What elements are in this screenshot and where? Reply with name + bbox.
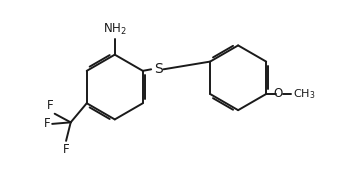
Text: NH$_2$: NH$_2$ bbox=[103, 22, 127, 37]
Text: F: F bbox=[63, 143, 69, 156]
Text: S: S bbox=[154, 62, 163, 76]
Text: F: F bbox=[44, 117, 51, 130]
Text: F: F bbox=[47, 99, 53, 112]
Text: O: O bbox=[273, 88, 283, 101]
Text: CH$_3$: CH$_3$ bbox=[293, 87, 316, 101]
